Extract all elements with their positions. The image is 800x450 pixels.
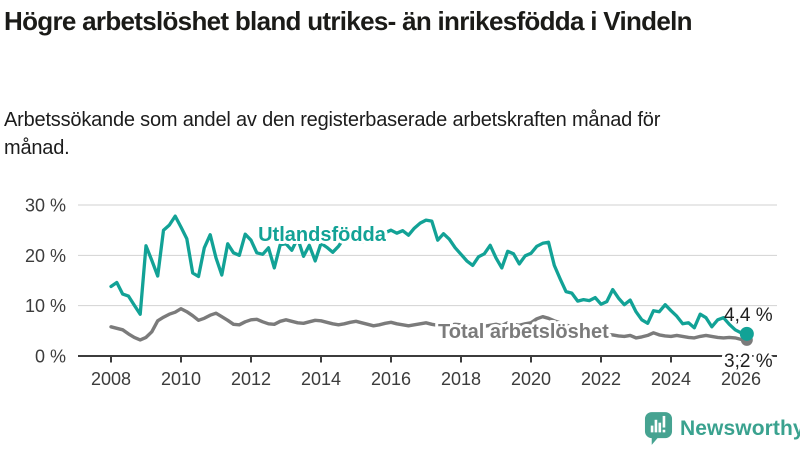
x-tick-label: 2020 xyxy=(511,369,551,389)
y-tick-label: 20 % xyxy=(25,246,66,266)
x-tick-label: 2022 xyxy=(581,369,621,389)
series-label-utlandsfodda: Utlandsfödda xyxy=(258,224,387,246)
logo-exclamation-dot xyxy=(662,429,666,433)
x-tick-label: 2008 xyxy=(91,369,131,389)
series-label-total-arbetsloshet: Total arbetslöshet xyxy=(438,321,609,343)
newsworthy-logo: Newsworthy xyxy=(644,411,800,446)
logo-bar-short xyxy=(650,425,654,433)
x-tick-label: 2014 xyxy=(301,369,341,389)
series-line-utlandsfodda xyxy=(109,214,749,336)
x-tick-label: 2018 xyxy=(441,369,481,389)
end-dot-utlandsfodda xyxy=(739,326,754,341)
y-tick-label: 30 % xyxy=(25,196,66,216)
chart-header: Högre arbetslöshet bland utrikes- än inr… xyxy=(4,4,796,38)
brand-text: Newsworthy xyxy=(680,416,800,440)
x-tick-label: 2012 xyxy=(231,369,271,389)
y-tick-label: 10 % xyxy=(25,296,66,316)
end-value-label-total-arbetsloshet: 3,2 % xyxy=(724,351,773,372)
x-tick-label: 2010 xyxy=(161,369,201,389)
newsworthy-bubble-barchart-icon xyxy=(644,412,673,445)
logo-bar-tall xyxy=(654,419,658,433)
logo-bar-medium xyxy=(658,422,662,433)
series-line-total-arbetsloshet xyxy=(109,307,749,342)
chart-title: Högre arbetslöshet bland utrikes- än inr… xyxy=(4,6,693,36)
end-value-label-utlandsfodda: 4,4 % xyxy=(724,305,773,326)
logo-exclamation-stem xyxy=(662,415,666,428)
y-tick-label: 0 % xyxy=(35,347,66,367)
x-tick-label: 2016 xyxy=(371,369,411,389)
chart-subtitle: Arbetssökande som andel av den registerb… xyxy=(4,109,661,159)
x-tick-label: 2024 xyxy=(651,369,691,389)
x-tick-label: 2026 xyxy=(721,369,761,389)
